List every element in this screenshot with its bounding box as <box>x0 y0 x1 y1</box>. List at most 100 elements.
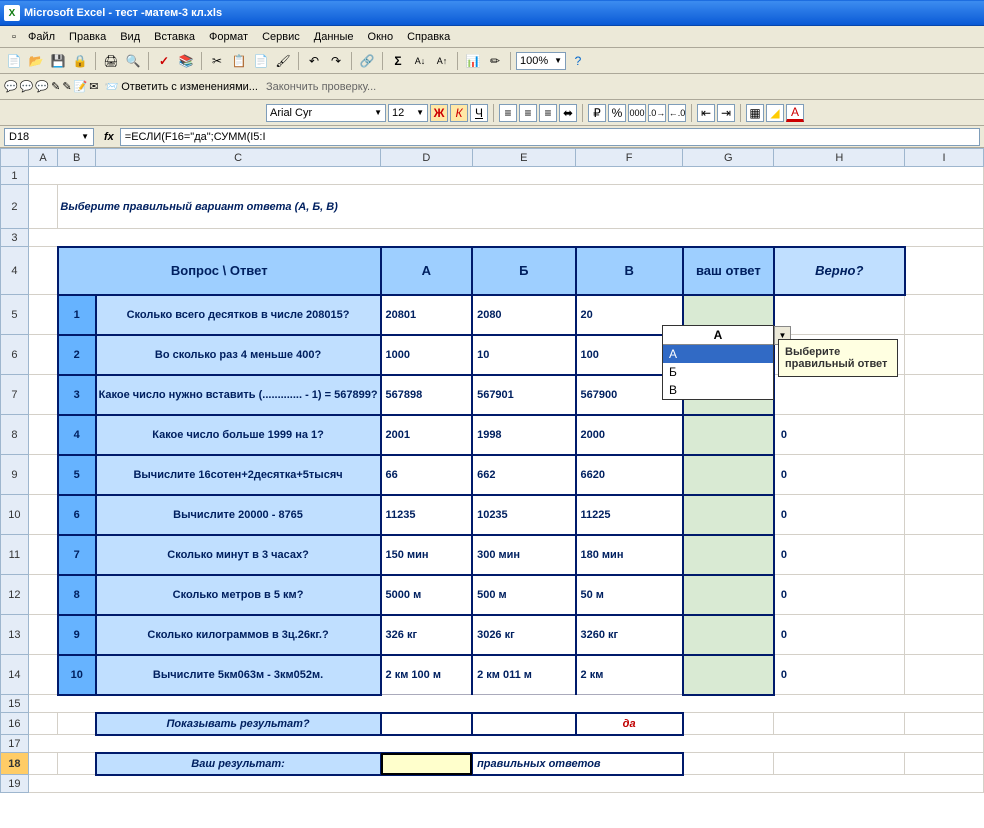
row-header[interactable]: 1 <box>1 167 29 185</box>
percent-icon[interactable]: % <box>608 104 626 122</box>
col-header-B[interactable]: B <box>58 149 96 167</box>
menu-insert[interactable]: Вставка <box>148 29 201 45</box>
menu-help[interactable]: Справка <box>401 29 456 45</box>
envelope-icon[interactable]: ✉ <box>89 80 98 93</box>
row-header[interactable]: 17 <box>1 735 29 753</box>
col-header-D[interactable]: D <box>381 149 473 167</box>
borders-icon[interactable]: ▦ <box>746 104 764 122</box>
help-icon[interactable]: ? <box>568 51 588 71</box>
col-header-F[interactable]: F <box>576 149 683 167</box>
dropdown-option[interactable]: В <box>663 381 773 399</box>
user-answer-cell[interactable] <box>683 495 774 535</box>
underline-button[interactable]: Ч <box>470 104 488 122</box>
font-color-icon[interactable]: A <box>786 104 804 122</box>
format-painter-icon[interactable]: 🖌 <box>273 51 293 71</box>
chart-icon[interactable]: 📊 <box>463 51 483 71</box>
row-header[interactable]: 7 <box>1 375 29 415</box>
align-right-icon[interactable]: ≡ <box>539 104 557 122</box>
copy-icon[interactable]: 📋 <box>229 51 249 71</box>
col-header-C[interactable]: C <box>96 149 381 167</box>
inc-decimal-icon[interactable]: .0→ <box>648 104 666 122</box>
menu-view[interactable]: Вид <box>114 29 146 45</box>
validation-dropdown[interactable]: А ▼ А Б В <box>662 325 774 400</box>
menu-window[interactable]: Окно <box>362 29 400 45</box>
user-answer-cell[interactable] <box>683 615 774 655</box>
preview-icon[interactable]: 🔍 <box>123 51 143 71</box>
menu-data[interactable]: Данные <box>308 29 360 45</box>
reply-changes-button[interactable]: 📨 Ответить с изменениями... <box>104 80 258 93</box>
new-icon[interactable]: 📄 <box>4 51 24 71</box>
row-header[interactable]: 13 <box>1 615 29 655</box>
end-review-button[interactable]: Закончить проверку... <box>266 81 376 93</box>
row-header[interactable]: 6 <box>1 335 29 375</box>
menu-file[interactable]: Файл <box>22 29 61 45</box>
row-header[interactable]: 5 <box>1 295 29 335</box>
font-size-select[interactable]: 12▼ <box>388 104 428 122</box>
research-icon[interactable]: 📚 <box>176 51 196 71</box>
inc-indent-icon[interactable]: ⇥ <box>717 104 735 122</box>
ink-icon[interactable]: ✎ <box>51 80 60 93</box>
dropdown-selected[interactable]: А ▼ <box>663 326 773 345</box>
drawing-icon[interactable]: ✏ <box>485 51 505 71</box>
dec-decimal-icon[interactable]: ←.0 <box>668 104 686 122</box>
currency-icon[interactable]: ₽ <box>588 104 606 122</box>
col-header-A[interactable]: A <box>28 149 58 167</box>
link-icon[interactable]: 🔗 <box>357 51 377 71</box>
bold-button[interactable]: Ж <box>430 104 448 122</box>
spell-icon[interactable]: ✓ <box>154 51 174 71</box>
comment3-icon[interactable]: 💬 <box>35 80 49 93</box>
row-header[interactable]: 16 <box>1 713 29 735</box>
formula-input[interactable]: =ЕСЛИ(F16="да";СУММ(I5:I <box>120 128 980 146</box>
row-header[interactable]: 15 <box>1 695 29 713</box>
font-name-select[interactable]: Arial Cyr▼ <box>266 104 386 122</box>
row-header[interactable]: 8 <box>1 415 29 455</box>
comment-icon[interactable]: 💬 <box>4 80 18 93</box>
user-answer-cell[interactable] <box>683 415 774 455</box>
track-icon[interactable]: 📝 <box>74 80 88 93</box>
col-header-H[interactable]: H <box>774 149 905 167</box>
spreadsheet-grid[interactable]: A B C D E F G H I 1 2 Выберите правильны… <box>0 148 984 828</box>
zoom-select[interactable]: 100%▼ <box>516 52 566 70</box>
user-answer-cell[interactable] <box>683 655 774 695</box>
fx-label[interactable]: fx <box>104 131 114 143</box>
paste-icon[interactable]: 📄 <box>251 51 271 71</box>
window-menu-icon[interactable]: ▫ <box>6 29 20 45</box>
menu-tools[interactable]: Сервис <box>256 29 306 45</box>
align-center-icon[interactable]: ≡ <box>519 104 537 122</box>
italic-button[interactable]: К <box>450 104 468 122</box>
align-left-icon[interactable]: ≡ <box>499 104 517 122</box>
col-header-I[interactable]: I <box>905 149 984 167</box>
row-header[interactable]: 14 <box>1 655 29 695</box>
menu-edit[interactable]: Правка <box>63 29 112 45</box>
autosum-icon[interactable]: Σ <box>388 51 408 71</box>
dec-indent-icon[interactable]: ⇤ <box>697 104 715 122</box>
row-header[interactable]: 11 <box>1 535 29 575</box>
sort-asc-icon[interactable]: A↓ <box>410 51 430 71</box>
show-result-value[interactable]: да <box>576 713 683 735</box>
print-icon[interactable]: 🖨 <box>101 51 121 71</box>
user-answer-cell[interactable] <box>683 535 774 575</box>
cut-icon[interactable]: ✂ <box>207 51 227 71</box>
fill-color-icon[interactable]: ◢ <box>766 104 784 122</box>
result-value-cell[interactable] <box>381 753 473 775</box>
ink2-icon[interactable]: ✎ <box>62 80 71 93</box>
row-header[interactable]: 10 <box>1 495 29 535</box>
open-icon[interactable]: 📂 <box>26 51 46 71</box>
menu-format[interactable]: Формат <box>203 29 254 45</box>
sort-desc-icon[interactable]: A↑ <box>432 51 452 71</box>
row-header[interactable]: 3 <box>1 229 29 247</box>
row-header[interactable]: 19 <box>1 775 29 793</box>
col-header-E[interactable]: E <box>472 149 575 167</box>
save-icon[interactable]: 💾 <box>48 51 68 71</box>
name-box[interactable]: D18▼ <box>4 128 94 146</box>
dropdown-option[interactable]: А <box>663 345 773 363</box>
undo-icon[interactable]: ↶ <box>304 51 324 71</box>
user-answer-cell[interactable] <box>683 575 774 615</box>
select-all-corner[interactable] <box>1 149 29 167</box>
user-answer-cell[interactable] <box>683 455 774 495</box>
row-header[interactable]: 18 <box>1 753 29 775</box>
comma-icon[interactable]: 000 <box>628 104 646 122</box>
comment2-icon[interactable]: 💬 <box>20 80 34 93</box>
merge-icon[interactable]: ⬌ <box>559 104 577 122</box>
permission-icon[interactable]: 🔒 <box>70 51 90 71</box>
